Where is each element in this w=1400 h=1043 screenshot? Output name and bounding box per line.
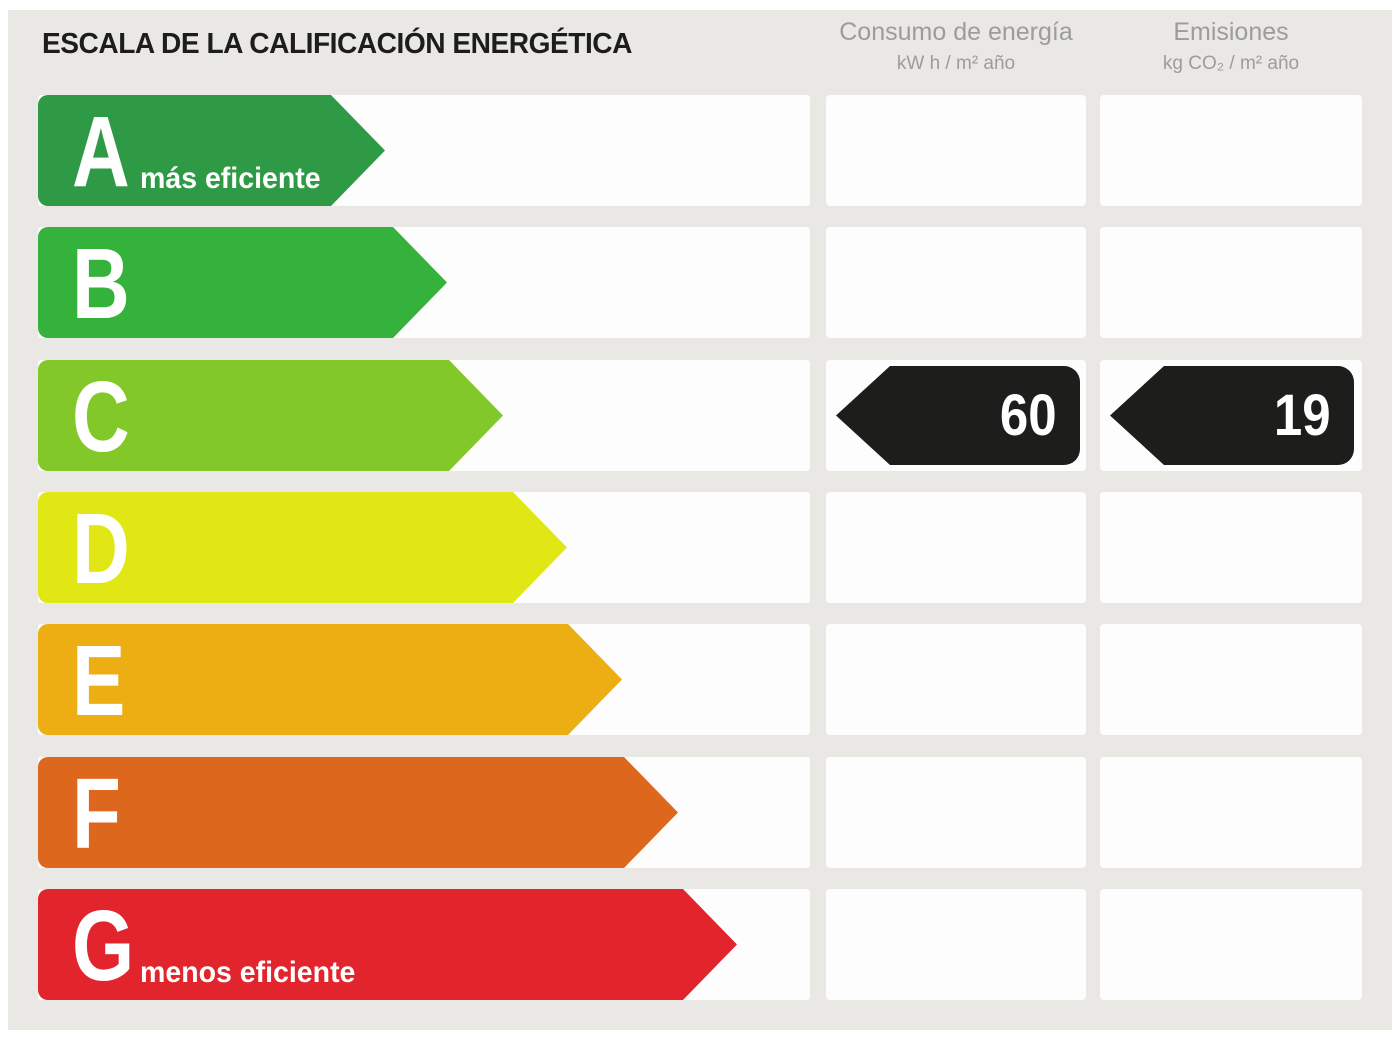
consumption-value: 60: [1000, 383, 1058, 448]
efficiency-label-G: menos eficiente: [140, 956, 356, 989]
rating-letter-F: F: [72, 757, 121, 870]
page-title: ESCALA DE LA CALIFICACIÓN ENERGÉTICA: [42, 28, 632, 60]
rating-bar-B: B: [38, 227, 447, 338]
emissions-header-label: Emisiones: [1173, 18, 1289, 46]
consumption-column-header: Consumo de energía kW h / m² año: [826, 16, 1086, 75]
rating-letter-E: E: [72, 624, 126, 737]
rating-bar-C: C: [38, 360, 503, 471]
consumption-header-label: Consumo de energía: [839, 18, 1073, 46]
rating-bar-D: D: [38, 492, 567, 603]
scale-row-D: D: [8, 492, 1392, 603]
emissions-cell-C: 19: [1100, 360, 1362, 471]
consumption-cell-C: 60: [826, 360, 1086, 471]
consumption-header-unit: kW h / m² año: [896, 52, 1016, 74]
rating-bar-F: F: [38, 757, 678, 868]
emissions-cell-E: [1100, 624, 1362, 735]
efficiency-label-A: más eficiente: [140, 162, 321, 195]
consumption-indicator-arrow: 60: [836, 366, 1080, 465]
scale-row-C: 60 19 C: [8, 360, 1392, 471]
rating-letter-D: D: [72, 492, 130, 605]
emissions-indicator-arrow: 19: [1110, 366, 1354, 465]
rating-letter-G: G: [72, 889, 135, 1002]
consumption-cell-G: [826, 889, 1086, 1000]
scale-row-F: F: [8, 757, 1392, 868]
emissions-header-unit: kg CO₂ / m² año: [1162, 52, 1300, 74]
emissions-cell-G: [1100, 889, 1362, 1000]
consumption-cell-B: [826, 227, 1086, 338]
scale-row-B: B: [8, 227, 1392, 338]
rating-letter-C: C: [72, 360, 130, 473]
rating-letter-B: B: [72, 227, 130, 340]
emissions-value: 19: [1274, 383, 1332, 448]
emissions-cell-F: [1100, 757, 1362, 868]
emissions-cell-A: [1100, 95, 1362, 206]
rating-letter-A: A: [72, 95, 130, 208]
emissions-column-header: Emisiones kg CO₂ / m² año: [1100, 16, 1362, 75]
emissions-cell-D: [1100, 492, 1362, 603]
rating-bar-E: E: [38, 624, 622, 735]
consumption-cell-E: [826, 624, 1086, 735]
certificate-panel: ESCALA DE LA CALIFICACIÓN ENERGÉTICA Con…: [8, 10, 1392, 1030]
scale-row-E: E: [8, 624, 1392, 735]
consumption-cell-D: [826, 492, 1086, 603]
consumption-cell-A: [826, 95, 1086, 206]
consumption-cell-F: [826, 757, 1086, 868]
emissions-cell-B: [1100, 227, 1362, 338]
